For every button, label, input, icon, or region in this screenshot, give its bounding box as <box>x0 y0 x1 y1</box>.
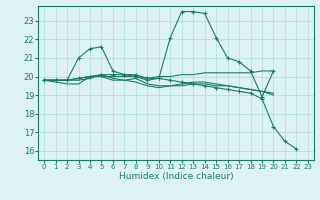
X-axis label: Humidex (Indice chaleur): Humidex (Indice chaleur) <box>119 172 233 181</box>
